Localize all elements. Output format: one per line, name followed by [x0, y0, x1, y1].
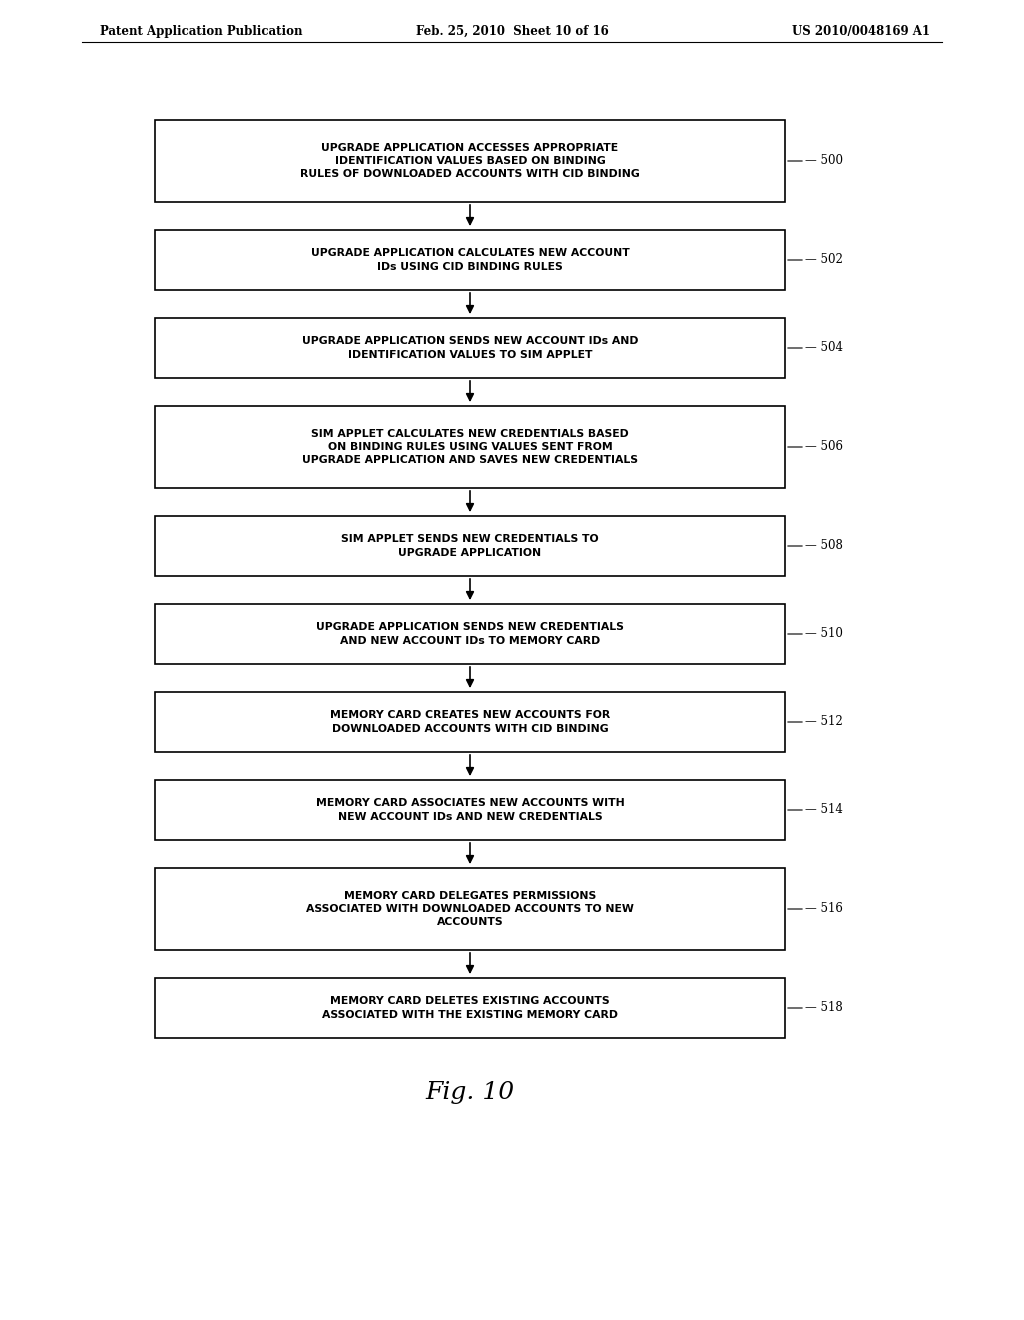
FancyBboxPatch shape — [155, 516, 785, 576]
FancyBboxPatch shape — [155, 978, 785, 1038]
FancyBboxPatch shape — [155, 407, 785, 488]
Text: — 508: — 508 — [805, 540, 843, 553]
Text: — 518: — 518 — [805, 1002, 843, 1015]
Text: UPGRADE APPLICATION CALCULATES NEW ACCOUNT
IDs USING CID BINDING RULES: UPGRADE APPLICATION CALCULATES NEW ACCOU… — [310, 248, 630, 272]
Text: MEMORY CARD DELEGATES PERMISSIONS
ASSOCIATED WITH DOWNLOADED ACCOUNTS TO NEW
ACC: MEMORY CARD DELEGATES PERMISSIONS ASSOCI… — [306, 891, 634, 927]
Text: Feb. 25, 2010  Sheet 10 of 16: Feb. 25, 2010 Sheet 10 of 16 — [416, 25, 608, 38]
FancyBboxPatch shape — [155, 780, 785, 840]
Text: — 504: — 504 — [805, 342, 843, 355]
Text: — 500: — 500 — [805, 154, 843, 168]
Text: UPGRADE APPLICATION ACCESSES APPROPRIATE
IDENTIFICATION VALUES BASED ON BINDING
: UPGRADE APPLICATION ACCESSES APPROPRIATE… — [300, 143, 640, 180]
Text: — 514: — 514 — [805, 804, 843, 817]
Text: — 512: — 512 — [805, 715, 843, 729]
Text: MEMORY CARD ASSOCIATES NEW ACCOUNTS WITH
NEW ACCOUNT IDs AND NEW CREDENTIALS: MEMORY CARD ASSOCIATES NEW ACCOUNTS WITH… — [315, 799, 625, 821]
FancyBboxPatch shape — [155, 230, 785, 290]
Text: SIM APPLET SENDS NEW CREDENTIALS TO
UPGRADE APPLICATION: SIM APPLET SENDS NEW CREDENTIALS TO UPGR… — [341, 535, 599, 557]
Text: — 516: — 516 — [805, 903, 843, 916]
Text: UPGRADE APPLICATION SENDS NEW ACCOUNT IDs AND
IDENTIFICATION VALUES TO SIM APPLE: UPGRADE APPLICATION SENDS NEW ACCOUNT ID… — [302, 337, 638, 359]
Text: SIM APPLET CALCULATES NEW CREDENTIALS BASED
ON BINDING RULES USING VALUES SENT F: SIM APPLET CALCULATES NEW CREDENTIALS BA… — [302, 429, 638, 465]
FancyBboxPatch shape — [155, 318, 785, 378]
Text: US 2010/0048169 A1: US 2010/0048169 A1 — [792, 25, 930, 38]
FancyBboxPatch shape — [155, 120, 785, 202]
Text: Patent Application Publication: Patent Application Publication — [100, 25, 302, 38]
FancyBboxPatch shape — [155, 605, 785, 664]
Text: Fig. 10: Fig. 10 — [425, 1081, 515, 1105]
FancyBboxPatch shape — [155, 869, 785, 950]
FancyBboxPatch shape — [155, 692, 785, 752]
Text: UPGRADE APPLICATION SENDS NEW CREDENTIALS
AND NEW ACCOUNT IDs TO MEMORY CARD: UPGRADE APPLICATION SENDS NEW CREDENTIAL… — [316, 623, 624, 645]
Text: — 510: — 510 — [805, 627, 843, 640]
Text: MEMORY CARD DELETES EXISTING ACCOUNTS
ASSOCIATED WITH THE EXISTING MEMORY CARD: MEMORY CARD DELETES EXISTING ACCOUNTS AS… — [322, 997, 618, 1019]
Text: — 506: — 506 — [805, 441, 843, 454]
Text: — 502: — 502 — [805, 253, 843, 267]
Text: MEMORY CARD CREATES NEW ACCOUNTS FOR
DOWNLOADED ACCOUNTS WITH CID BINDING: MEMORY CARD CREATES NEW ACCOUNTS FOR DOW… — [330, 710, 610, 734]
